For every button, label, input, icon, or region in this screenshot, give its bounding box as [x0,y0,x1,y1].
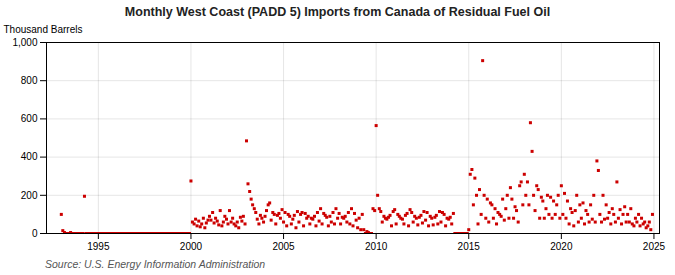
svg-text:800: 800 [21,75,38,86]
svg-text:2015: 2015 [458,241,481,252]
svg-text:0: 0 [32,228,38,239]
html-text:Source: U.S. Energy Informatio: Source: U.S. Energy Information Administ… [45,258,266,270]
svg-text:1,000: 1,000 [12,37,37,48]
svg-text:2005: 2005 [272,241,295,252]
html-text:Monthly West Coast (PADD 5) Im: Monthly West Coast (PADD 5) Imports from… [124,5,551,19]
svg-text:2010: 2010 [365,241,388,252]
svg-text:Thousand Barrels: Thousand Barrels [4,24,83,35]
svg-text:600: 600 [21,113,38,124]
svg-text:1995: 1995 [87,241,110,252]
svg-text:400: 400 [21,151,38,162]
svg-text:2025: 2025 [643,241,666,252]
svg-text:2020: 2020 [550,241,573,252]
svg-text:200: 200 [21,190,38,201]
svg-text:2000: 2000 [180,241,203,252]
